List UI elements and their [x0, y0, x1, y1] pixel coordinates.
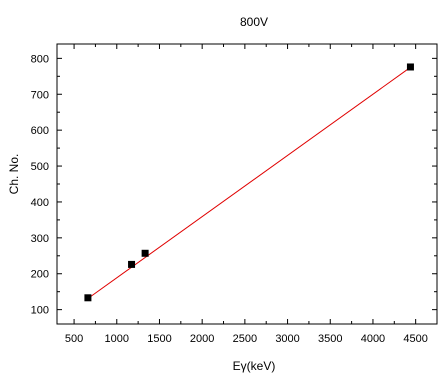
- axes: 500 1000 1500 2000 2500 3000 3500 4000 4500 100 20…: [31, 43, 438, 345]
- x-tick-label: 3000: [275, 333, 299, 345]
- y-tick-label: 500: [31, 161, 49, 173]
- data-point: [84, 294, 92, 302]
- x-tick-label: 3500: [318, 333, 342, 345]
- y-tick-label: 300: [31, 233, 49, 245]
- x-tick-label: 4500: [403, 333, 427, 345]
- data-point: [128, 260, 136, 268]
- y-tick-label: 600: [31, 125, 49, 137]
- plot-area: [84, 63, 414, 302]
- y-tick-label: 200: [31, 269, 49, 281]
- y-tick-label: 400: [31, 197, 49, 209]
- y-axis-title: Ch. No.: [7, 154, 21, 195]
- x-tick-label: 4000: [361, 333, 385, 345]
- fit-line: [87, 66, 411, 299]
- x-tick-label: 1500: [147, 333, 171, 345]
- x-tick-label: 1000: [105, 333, 129, 345]
- x-tick-label: 2000: [190, 333, 214, 345]
- x-tick-label: 2500: [233, 333, 257, 345]
- data-point: [141, 249, 149, 257]
- x-tick-label: 500: [65, 333, 83, 345]
- x-axis-title: Eγ(keV): [233, 359, 276, 373]
- chart-title: 800V: [240, 15, 268, 29]
- y-tick-label: 800: [31, 53, 49, 65]
- data-point: [406, 63, 414, 71]
- y-tick-label: 700: [31, 89, 49, 101]
- y-tick-label: 100: [31, 305, 49, 317]
